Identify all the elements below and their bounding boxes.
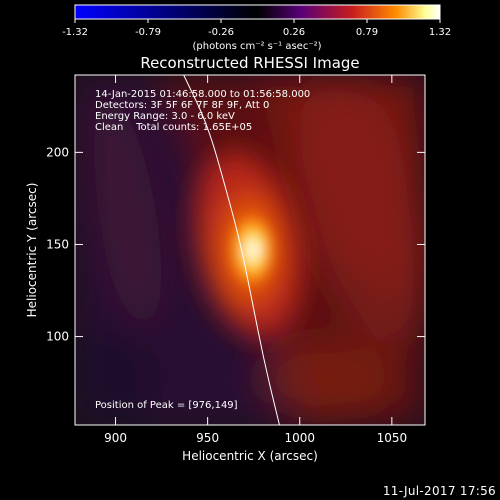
plot-area: 900 950 1000 1050 100 150 200 14-Jan-2015 01:…	[46, 74, 426, 445]
annotation-peak-position: Position of Peak = [976,149]	[95, 400, 238, 411]
annotation-time-range: 14-Jan-2015 01:46:58.000 to 01:56:58.000	[95, 89, 310, 100]
y-axis-label: Heliocentric Y (arcsec)	[25, 183, 39, 318]
annotation-detectors: Detectors: 3F 5F 6F 7F 8F 9F, Att 0	[95, 100, 269, 111]
colorbar-unit-label: (photons cm⁻² s⁻¹ asec⁻²)	[192, 41, 321, 52]
x-tick-label: 1050	[377, 431, 408, 445]
annotation-clean-counts: Clean Total counts: 1.65E+05	[95, 122, 252, 133]
colorbar-tick-label: -1.32	[62, 27, 88, 38]
annotation-energy-range: Energy Range: 3.0 - 6.0 keV	[95, 111, 235, 122]
colorbar-tick-label: 0.26	[283, 27, 305, 38]
solar-limb-line	[183, 75, 280, 425]
y-tick-label: 150	[46, 237, 69, 251]
colorbar-tick-label: 1.32	[429, 27, 451, 38]
x-tick-label: 950	[196, 431, 219, 445]
colorbar: -1.32 -0.79 -0.26 0.26 0.79 1.32 (photons cm⁻…	[62, 4, 451, 52]
x-axis-ticks: 900 950 1000 1050	[104, 75, 407, 445]
chart-title: Reconstructed RHESSI Image	[140, 54, 359, 72]
colorbar-ramp	[74, 4, 441, 20]
y-tick-label: 200	[46, 145, 69, 159]
render-datestamp: 11-Jul-2017 17:56	[382, 484, 496, 498]
colorbar-tick-label: -0.79	[135, 27, 161, 38]
y-tick-label: 100	[46, 330, 69, 344]
x-axis-label: Heliocentric X (arcsec)	[182, 449, 318, 463]
x-tick-label: 900	[104, 431, 127, 445]
heatmap-image	[75, 75, 425, 425]
plot-frame	[74, 74, 426, 426]
colorbar-tick-label: 0.79	[356, 27, 378, 38]
x-tick-label: 1000	[284, 431, 315, 445]
colorbar-ticks: -1.32 -0.79 -0.26 0.26 0.79 1.32	[62, 19, 451, 38]
y-axis-ticks: 100 150 200	[46, 145, 425, 344]
colorbar-tick-label: -0.26	[208, 27, 234, 38]
heatmap-source-core	[232, 218, 272, 282]
